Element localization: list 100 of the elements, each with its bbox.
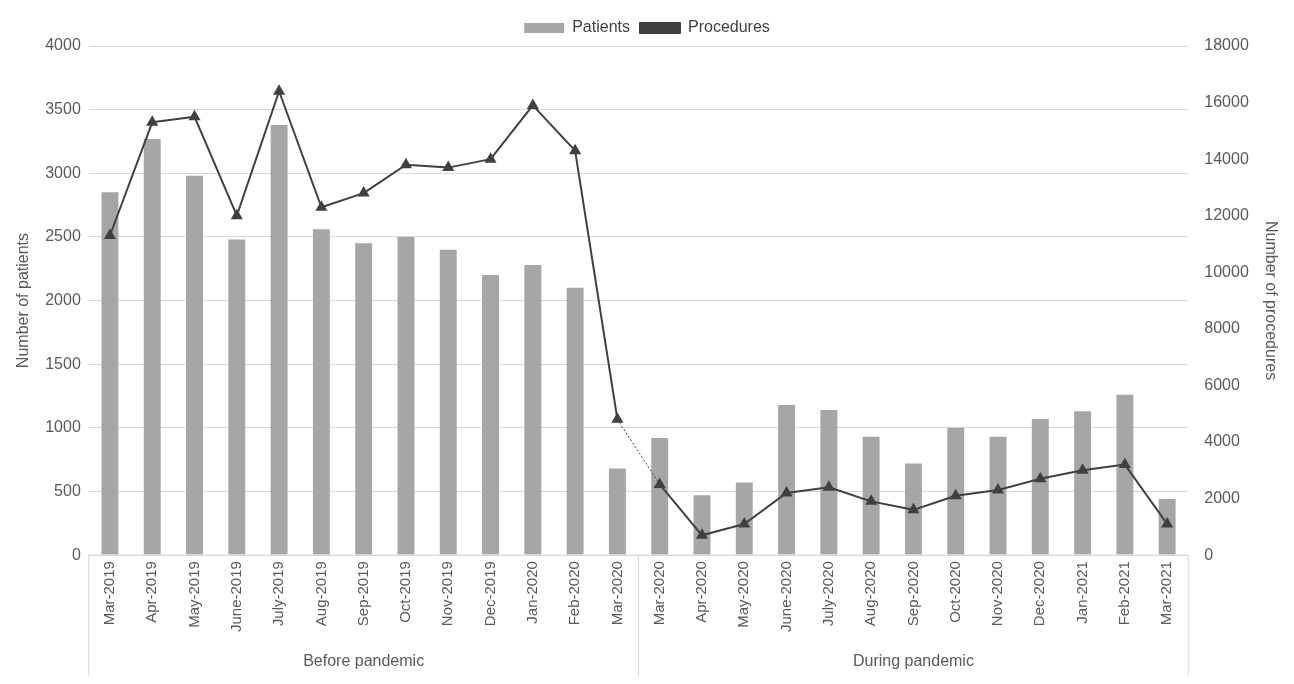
bar xyxy=(482,275,499,555)
x-tick-label: Apr-2020 xyxy=(692,561,710,623)
bar xyxy=(735,482,753,555)
x-tick-label: Feb-2021 xyxy=(1115,561,1133,626)
x-tick-label: May-2019 xyxy=(184,561,202,628)
bar xyxy=(143,138,161,555)
point xyxy=(612,413,623,423)
point xyxy=(992,484,1004,494)
bar xyxy=(312,229,330,555)
text: During pandemic xyxy=(852,652,974,670)
bar xyxy=(1074,411,1092,555)
x-tick-label: Jan-2020 xyxy=(522,561,540,624)
x-tick-label: Mar-2019 xyxy=(100,561,118,626)
y-tick-label: 1000 xyxy=(45,418,81,436)
x-tick-label: Apr-2019 xyxy=(142,561,160,623)
bar xyxy=(904,463,922,555)
point xyxy=(569,144,581,155)
point xyxy=(865,495,877,505)
bar xyxy=(862,436,880,555)
point xyxy=(1034,472,1046,483)
y2-tick-label: 0 xyxy=(1204,545,1214,563)
y-tick-label: 0 xyxy=(71,545,81,563)
point xyxy=(104,229,116,239)
x-tick-label: Sep-2020 xyxy=(903,561,921,627)
y-tick-label: 2000 xyxy=(45,290,81,308)
y-tick-label: 4000 xyxy=(45,36,81,54)
y2-tick-label: 4000 xyxy=(1204,432,1240,450)
point xyxy=(823,481,835,491)
bar xyxy=(820,410,838,555)
y2-tick-label: 8000 xyxy=(1204,319,1240,337)
y2-tick-label: 14000 xyxy=(1204,149,1249,167)
x-tick-label: May-2020 xyxy=(734,561,752,628)
x-tick-label: Aug-2019 xyxy=(311,561,329,627)
point xyxy=(738,518,750,528)
y-tick-label: 1500 xyxy=(45,354,81,372)
bar xyxy=(355,243,373,555)
bar xyxy=(1031,418,1049,555)
y-tick-label: 3500 xyxy=(45,100,81,118)
y2-tick-label: 12000 xyxy=(1204,206,1249,224)
x-tick-label: Jan-2021 xyxy=(1072,561,1090,624)
point xyxy=(442,161,454,172)
point xyxy=(654,478,666,488)
x-tick-label: July-2020 xyxy=(818,561,836,627)
point xyxy=(273,85,285,95)
y2-tick-label: 18000 xyxy=(1204,36,1249,54)
x-tick-label: Feb-2020 xyxy=(565,561,583,626)
bar xyxy=(101,192,119,555)
bar xyxy=(651,438,669,555)
x-tick-label: Oct-2020 xyxy=(945,561,963,623)
x-tick-label: Dec-2019 xyxy=(480,561,498,627)
point xyxy=(527,99,539,109)
bar xyxy=(1116,394,1134,555)
y2-tick-label: 10000 xyxy=(1204,262,1249,280)
point xyxy=(781,486,792,497)
bar xyxy=(1158,499,1176,555)
x-tick-label: Mar-2020 xyxy=(649,561,667,626)
legend-label: Procedures xyxy=(688,18,770,36)
bar xyxy=(270,124,288,555)
bar xyxy=(778,404,796,555)
x-tick-label: June-2020 xyxy=(776,561,794,633)
bar xyxy=(439,249,457,555)
x-tick-label: Mar-2020 xyxy=(607,561,625,626)
point xyxy=(358,187,369,197)
y2-tick-label: 16000 xyxy=(1204,92,1249,110)
x-tick-label: Nov-2019 xyxy=(438,561,456,627)
bar xyxy=(228,239,246,555)
x-tick-label: Sep-2019 xyxy=(353,561,371,627)
y-tick-label: 500 xyxy=(54,481,81,499)
y-tick-label: 3000 xyxy=(45,163,81,181)
point xyxy=(316,201,327,211)
bar xyxy=(524,264,542,555)
bar xyxy=(947,427,965,555)
x-tick-label: Nov-2020 xyxy=(988,561,1006,627)
point xyxy=(485,153,496,163)
x-tick-label: June-2019 xyxy=(226,561,244,633)
text: Before pandemic xyxy=(303,652,425,670)
point xyxy=(1161,518,1173,528)
bar xyxy=(397,236,415,555)
y-tick-label: 2500 xyxy=(45,227,81,245)
point xyxy=(231,209,243,220)
point xyxy=(950,489,962,500)
legend-label: Patients xyxy=(572,18,630,36)
point xyxy=(908,503,919,514)
x-tick-label: Aug-2020 xyxy=(861,561,879,627)
bar xyxy=(989,436,1007,555)
x-tick-label: Oct-2019 xyxy=(396,561,414,623)
x-tick-label: July-2019 xyxy=(269,561,287,627)
y2-axis-title: Number of procedures xyxy=(1262,220,1280,381)
y-axis-title: Number of patients xyxy=(14,232,32,369)
point xyxy=(146,116,158,126)
bar xyxy=(608,468,626,555)
point xyxy=(400,158,412,169)
bar xyxy=(566,287,584,555)
point xyxy=(696,529,708,539)
y2-tick-label: 2000 xyxy=(1204,488,1240,506)
point xyxy=(1119,458,1131,469)
bar xyxy=(186,175,203,555)
x-tick-label: Mar-2021 xyxy=(1157,561,1175,626)
y2-tick-label: 6000 xyxy=(1204,375,1240,393)
point xyxy=(1077,464,1088,474)
